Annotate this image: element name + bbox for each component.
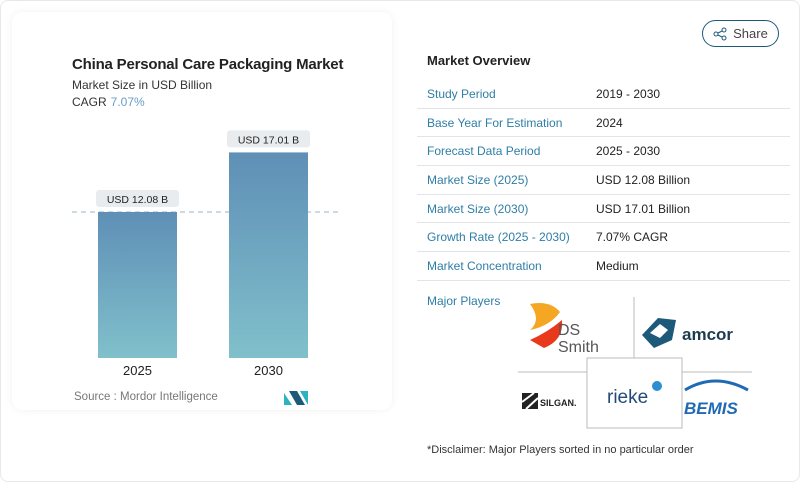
x-tick-label: 2030 [254,363,283,378]
data-label: USD 12.08 B [107,194,168,206]
chart-card [12,12,392,410]
rieke-logo: rieke [607,381,662,408]
amcor-logo: amcor [642,318,733,348]
svg-text:BEMIS: BEMIS [684,399,739,418]
overview-row: Market Concentration Medium [417,252,790,281]
chart-subtitle: Market Size in USD Billion [72,78,213,92]
row-value: 2019 - 2030 [596,86,661,101]
x-tick-label: 2025 [123,363,152,378]
logo-box [586,357,683,429]
bar-2025 [98,212,177,358]
row-label: Market Size (2030) [427,201,529,216]
major-players-label: Major Players [427,294,501,308]
share-icon [713,27,727,40]
major-players-logos: DS Smith amcor SILGAN. rieke BEMIS [518,297,752,429]
bar-2030 [229,152,308,358]
mordor-logo-icon [284,391,308,405]
row-label: Base Year For Estimation [427,115,563,130]
ds-smith-logo: DS Smith [530,303,599,356]
share-label: Share [733,26,768,41]
silgan-logo: SILGAN. [521,392,577,410]
cagr-label: CAGR [72,95,107,109]
row-label: Growth Rate (2025 - 2030) [427,230,570,245]
svg-text:amcor: amcor [682,325,733,344]
row-label: Forecast Data Period [427,144,541,159]
row-label: Market Concentration [427,258,542,273]
source: Source : Mordor Intelligence [74,391,218,403]
svg-text:Smith: Smith [558,339,599,356]
bar-chart: USD 12.08 B 2025 USD 17.01 B 2030 [72,130,338,378]
chart-title: China Personal Care Packaging Market [72,56,344,73]
cagr: CAGR 7.07% [72,95,145,109]
svg-text:DS: DS [558,322,580,339]
overview-row: Study Period 2019 - 2030 [417,80,790,109]
row-value: 2024 [596,115,623,130]
overview-row: Base Year For Estimation 2024 [417,109,790,138]
overview-row: Forecast Data Period 2025 - 2030 [417,137,790,167]
svg-text:SILGAN.: SILGAN. [540,398,577,408]
disclaimer: *Disclaimer: Major Players sorted in no … [427,444,694,456]
data-label: USD 17.01 B [238,134,299,146]
row-value: USD 12.08 Billion [596,172,691,187]
data-label-bg [96,190,179,207]
row-value: 2025 - 2030 [596,144,661,159]
cagr-value: 7.07% [110,95,145,109]
row-label: Study Period [427,86,496,101]
row-value: Medium [596,258,639,273]
data-label-bg [227,130,310,148]
overview-row: Growth Rate (2025 - 2030) 7.07% CAGR [417,223,790,253]
overview-title: Market Overview [427,53,531,68]
share-button[interactable]: Share [702,20,779,47]
overview-table: Study Period 2019 - 2030 Base Year For Est… [417,80,790,281]
bemis-logo: BEMIS [684,379,749,418]
row-value: 7.07% CAGR [596,230,669,245]
row-label: Market Size (2025) [427,172,529,187]
row-value: USD 17.01 Billion [596,201,691,216]
svg-text:rieke: rieke [607,387,648,408]
overview-row: Market Size (2025) USD 12.08 Billion [417,166,790,195]
overview-row: Market Size (2030) USD 17.01 Billion [417,195,790,224]
